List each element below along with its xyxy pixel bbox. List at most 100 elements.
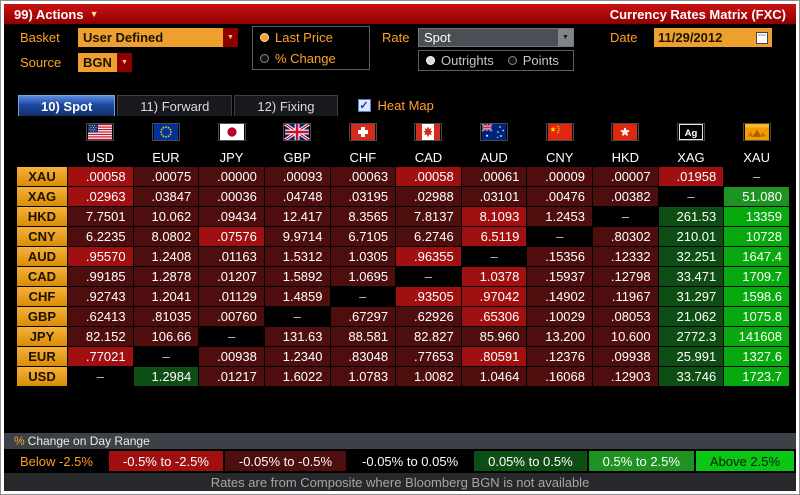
rate-cell-cny-usd[interactable]: 6.2235 (68, 227, 133, 246)
rate-cell-usd-eur[interactable]: 1.2984 (133, 367, 199, 386)
chevron-down-icon[interactable] (117, 53, 132, 72)
rate-cell-eur-xau[interactable]: 1327.6 (724, 347, 789, 366)
rate-cell-chf-xag[interactable]: 31.297 (658, 287, 724, 306)
rate-cell-xag-cad[interactable]: .02988 (396, 187, 461, 206)
rate-cell-gbp-chf[interactable]: .67297 (330, 307, 396, 326)
rate-cell-gbp-xag[interactable]: 21.062 (658, 307, 724, 326)
rate-cell-xag-aud[interactable]: .03101 (461, 187, 527, 206)
rate-cell-cad-jpy[interactable]: .01207 (199, 267, 264, 286)
rate-cell-eur-usd[interactable]: .77021 (68, 347, 133, 366)
rate-cell-cny-gbp[interactable]: 9.9714 (264, 227, 330, 246)
rate-cell-cad-eur[interactable]: 1.2878 (133, 267, 199, 286)
rate-cell-xag-cny[interactable]: .00476 (527, 187, 592, 206)
rate-cell-chf-jpy[interactable]: .01129 (199, 287, 264, 306)
rate-cell-chf-gbp[interactable]: 1.4859 (264, 287, 330, 306)
heat-map-toggle[interactable]: Heat Map (357, 95, 434, 116)
rate-cell-aud-chf[interactable]: 1.0305 (330, 247, 396, 266)
rate-cell-usd-cny[interactable]: .16068 (527, 367, 592, 386)
rate-cell-usd-xag[interactable]: 33.746 (658, 367, 724, 386)
source-dropdown[interactable]: BGN (78, 53, 132, 72)
rate-cell-xag-jpy[interactable]: .00036 (199, 187, 264, 206)
rate-cell-chf-eur[interactable]: 1.2041 (133, 287, 199, 306)
rate-cell-cny-aud[interactable]: 6.5119 (461, 227, 527, 246)
rate-cell-chf-usd[interactable]: .92743 (68, 287, 133, 306)
rate-cell-cad-hkd[interactable]: .12798 (593, 267, 658, 286)
rate-cell-jpy-cny[interactable]: 13.200 (527, 327, 592, 346)
rate-cell-jpy-jpy[interactable]: – (199, 327, 264, 346)
radio-last-price[interactable]: Last Price (253, 27, 369, 48)
rate-cell-jpy-xag[interactable]: 2772.3 (658, 327, 724, 346)
rate-cell-eur-gbp[interactable]: 1.2340 (264, 347, 330, 366)
rate-cell-hkd-xau[interactable]: 13359 (724, 207, 789, 226)
rate-cell-xau-eur[interactable]: .00075 (133, 167, 199, 186)
rate-cell-gbp-cad[interactable]: .62926 (396, 307, 461, 326)
tab-forward[interactable]: 11) Forward (117, 95, 233, 116)
rate-cell-chf-hkd[interactable]: .11967 (593, 287, 658, 306)
column-header-eur[interactable]: EUR (133, 148, 199, 166)
rate-cell-cny-hkd[interactable]: .80302 (593, 227, 658, 246)
column-header-cny[interactable]: CNY (527, 148, 592, 166)
rate-cell-eur-eur[interactable]: – (133, 347, 199, 366)
rate-cell-cad-xau[interactable]: 1709.7 (724, 267, 789, 286)
rate-cell-cad-chf[interactable]: 1.0695 (330, 267, 396, 286)
rate-cell-xau-aud[interactable]: .00061 (461, 167, 527, 186)
chevron-down-icon[interactable] (223, 28, 238, 47)
row-header-xau[interactable]: XAU (17, 167, 67, 186)
column-header-usd[interactable]: USD (68, 148, 133, 166)
rate-cell-chf-xau[interactable]: 1598.6 (724, 287, 789, 306)
column-header-xag[interactable]: XAG (658, 148, 724, 166)
rate-cell-xag-gbp[interactable]: .04748 (264, 187, 330, 206)
rate-cell-xau-gbp[interactable]: .00093 (264, 167, 330, 186)
rate-cell-aud-xau[interactable]: 1647.4 (724, 247, 789, 266)
rate-dropdown[interactable]: Spot (418, 28, 574, 47)
rate-cell-aud-aud[interactable]: – (461, 247, 527, 266)
rate-cell-hkd-jpy[interactable]: .09434 (199, 207, 264, 226)
tab-fixing[interactable]: 12) Fixing (234, 95, 338, 116)
column-header-hkd[interactable]: HKD (593, 148, 658, 166)
rate-cell-aud-hkd[interactable]: .12332 (593, 247, 658, 266)
column-header-jpy[interactable]: JPY (199, 148, 264, 166)
rate-cell-gbp-hkd[interactable]: .08053 (593, 307, 658, 326)
rate-cell-gbp-eur[interactable]: .81035 (133, 307, 199, 326)
rate-cell-jpy-chf[interactable]: 88.581 (330, 327, 396, 346)
row-header-hkd[interactable]: HKD (17, 207, 67, 226)
row-header-cad[interactable]: CAD (17, 267, 67, 286)
radio-points[interactable]: Points (501, 50, 566, 71)
rate-cell-jpy-gbp[interactable]: 131.63 (264, 327, 330, 346)
rate-cell-cad-usd[interactable]: .99185 (68, 267, 133, 286)
row-header-gbp[interactable]: GBP (17, 307, 67, 326)
rate-cell-usd-cad[interactable]: 1.0082 (396, 367, 461, 386)
rate-cell-jpy-xau[interactable]: 141608 (724, 327, 789, 346)
rate-cell-chf-cny[interactable]: .14902 (527, 287, 592, 306)
rate-cell-gbp-jpy[interactable]: .00760 (199, 307, 264, 326)
rate-cell-cad-gbp[interactable]: 1.5892 (264, 267, 330, 286)
rate-cell-gbp-aud[interactable]: .65306 (461, 307, 527, 326)
rate-cell-aud-gbp[interactable]: 1.5312 (264, 247, 330, 266)
rate-cell-chf-chf[interactable]: – (330, 287, 396, 306)
rate-cell-hkd-aud[interactable]: 8.1093 (461, 207, 527, 226)
row-header-jpy[interactable]: JPY (17, 327, 67, 346)
rate-cell-hkd-eur[interactable]: 10.062 (133, 207, 199, 226)
rate-cell-usd-usd[interactable]: – (68, 367, 133, 386)
row-header-usd[interactable]: USD (17, 367, 67, 386)
rate-cell-usd-jpy[interactable]: .01217 (199, 367, 264, 386)
row-header-aud[interactable]: AUD (17, 247, 67, 266)
rate-cell-usd-chf[interactable]: 1.0783 (330, 367, 396, 386)
rate-cell-cny-jpy[interactable]: .07576 (199, 227, 264, 246)
rate-cell-usd-hkd[interactable]: .12903 (593, 367, 658, 386)
rate-cell-xag-xag[interactable]: – (658, 187, 724, 206)
rate-cell-eur-jpy[interactable]: .00938 (199, 347, 264, 366)
rate-cell-cny-xag[interactable]: 210.01 (658, 227, 724, 246)
rate-cell-cny-chf[interactable]: 6.7105 (330, 227, 396, 246)
rate-cell-usd-gbp[interactable]: 1.6022 (264, 367, 330, 386)
rate-cell-gbp-xau[interactable]: 1075.8 (724, 307, 789, 326)
rate-cell-gbp-gbp[interactable]: – (264, 307, 330, 326)
rate-cell-aud-cad[interactable]: .96355 (396, 247, 461, 266)
rate-cell-cad-xag[interactable]: 33.471 (658, 267, 724, 286)
rate-cell-jpy-eur[interactable]: 106.66 (133, 327, 199, 346)
rate-cell-xau-xag[interactable]: .01958 (658, 167, 724, 186)
rate-cell-jpy-cad[interactable]: 82.827 (396, 327, 461, 346)
calendar-icon[interactable] (756, 31, 768, 44)
rate-cell-usd-xau[interactable]: 1723.7 (724, 367, 789, 386)
rate-cell-eur-chf[interactable]: .83048 (330, 347, 396, 366)
